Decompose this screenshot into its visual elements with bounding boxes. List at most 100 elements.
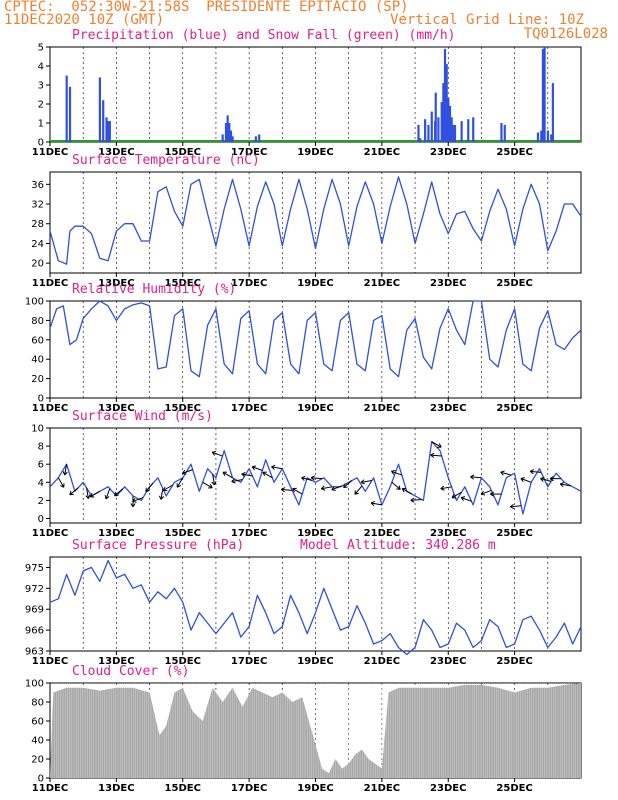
pressure-xtick-label: 25DEC xyxy=(496,656,532,667)
precip-bar xyxy=(434,92,437,142)
precip-bar xyxy=(541,48,545,142)
temp-panel: Surface Temperature (nC) 20 24 28 32 36 11DEC 1… xyxy=(31,153,582,289)
pressure-ytick-label: 966 xyxy=(25,626,44,637)
cloud-ytick-label: 0 xyxy=(38,774,44,785)
model-id: TQ0126L028 xyxy=(523,26,608,42)
temp-series-line xyxy=(49,176,582,265)
wind-arrow xyxy=(251,465,263,471)
wind-arrow xyxy=(540,476,552,482)
wind-arrow xyxy=(520,477,532,483)
wind-arrow xyxy=(510,503,522,510)
precip-bar xyxy=(231,136,234,142)
wind-arrow xyxy=(281,487,293,493)
precip-xtick-label: 19DEC xyxy=(297,147,333,158)
wind-arrow xyxy=(162,484,174,492)
rh-panel: Relative Humidity (%) 0 20 40 60 80 100 11DEC 13… xyxy=(25,282,582,414)
precip-ytick-label: 0 xyxy=(38,138,44,149)
cloud-xtick-label: 15DEC xyxy=(165,783,201,794)
pressure-title: Surface Pressure (hPa) xyxy=(72,538,244,553)
wind-arrow xyxy=(104,488,111,500)
wind-arrow xyxy=(176,477,184,488)
wind-arrow xyxy=(158,488,164,500)
wind-ytick-label: 2 xyxy=(38,496,44,507)
precip-bar xyxy=(424,119,427,142)
precip-bar xyxy=(427,124,430,142)
precip-xtick-label: 17DEC xyxy=(231,147,267,158)
precip-title: Precipitation (blue) and Snow Fall (gree… xyxy=(72,28,456,43)
precip-bar xyxy=(500,123,503,142)
wind-arrow xyxy=(460,496,472,502)
temp-xtick-label: 21DEC xyxy=(364,278,400,289)
temp-ytick-label: 24 xyxy=(31,239,44,250)
precip-bar xyxy=(551,83,554,142)
rh-ytick-label: 40 xyxy=(31,355,44,366)
wind-arrow xyxy=(490,491,502,497)
wind-arrow xyxy=(343,480,353,489)
wind-xtick-label: 13DEC xyxy=(98,528,134,539)
cloud-panel: Cloud Cover (%) 0 20 40 60 80 100 11DEC 13DEC 15D… xyxy=(25,664,582,794)
wind-xtick-label: 17DEC xyxy=(231,528,267,539)
wind-xtick-label: 23DEC xyxy=(430,528,466,539)
wind-arrow xyxy=(360,479,373,485)
precip-bar xyxy=(102,100,105,142)
precip-ytick-label: 4 xyxy=(38,62,44,73)
temp-ytick-label: 20 xyxy=(31,259,44,270)
wind-arrow xyxy=(145,482,154,493)
rh-ytick-label: 0 xyxy=(38,394,44,405)
precip-bar xyxy=(98,77,101,142)
wind-arrow xyxy=(440,485,452,491)
precip-bar xyxy=(419,138,422,142)
wind-arrow xyxy=(430,452,442,458)
wind-arrow xyxy=(211,450,223,457)
temp-title: Surface Temperature (nC) xyxy=(72,153,260,168)
wind-ytick-label: 10 xyxy=(31,424,44,435)
precip-bar xyxy=(254,136,257,142)
cloud-ytick-label: 100 xyxy=(25,679,44,690)
wind-arrow xyxy=(451,491,462,499)
pressure-xtick-label: 17DEC xyxy=(231,656,267,667)
cloud-cover-area xyxy=(50,683,581,778)
wind-xtick-label: 15DEC xyxy=(165,528,201,539)
precip-bar xyxy=(443,48,447,142)
wind-arrow xyxy=(354,485,363,495)
precip-bar xyxy=(546,130,550,142)
cloud-ytick-label: 40 xyxy=(31,736,44,747)
precip-bar xyxy=(228,123,231,142)
cloud-title: Cloud Cover (%) xyxy=(72,664,189,679)
precip-bar xyxy=(550,134,553,142)
precip-ytick-label: 3 xyxy=(38,81,44,92)
wind-arrow xyxy=(401,487,412,495)
precip-xtick-label: 21DEC xyxy=(364,147,400,158)
wind-arrow xyxy=(262,471,273,479)
wind-arrow xyxy=(320,485,333,491)
cloud-xtick-label: 21DEC xyxy=(364,783,400,794)
precip-bar xyxy=(417,124,420,142)
precip-bar xyxy=(503,124,506,142)
wind-xtick-label: 11DEC xyxy=(32,528,68,539)
wind-arrow xyxy=(410,497,422,503)
temp-ytick-label: 32 xyxy=(31,200,44,211)
precip-xtick-label: 25DEC xyxy=(496,147,532,158)
pressure-panel: Surface Pressure (hPa) Model Altitude: 34… xyxy=(25,538,582,667)
cloud-ytick-label: 80 xyxy=(31,698,44,709)
wind-ytick-label: 4 xyxy=(38,478,44,489)
wind-arrow xyxy=(202,481,213,489)
rh-ytick-label: 20 xyxy=(31,374,44,385)
temp-ytick-label: 36 xyxy=(31,180,44,191)
wind-arrow xyxy=(62,464,68,476)
wind-arrow xyxy=(271,464,283,470)
wind-xtick-label: 19DEC xyxy=(297,528,333,539)
rh-xtick-label: 13DEC xyxy=(98,403,134,414)
precip-bar xyxy=(460,121,463,142)
precip-bar xyxy=(536,132,540,142)
rh-series-line xyxy=(49,300,582,378)
wind-arrow xyxy=(559,482,572,488)
wind-arrow xyxy=(500,470,512,476)
wind-title: Surface Wind (m/s) xyxy=(72,409,213,424)
temp-xtick-label: 13DEC xyxy=(98,278,134,289)
rh-xtick-label: 21DEC xyxy=(364,403,400,414)
precip-bar xyxy=(224,123,228,142)
wind-arrow xyxy=(391,469,402,476)
precip-xtick-label: 23DEC xyxy=(430,147,466,158)
